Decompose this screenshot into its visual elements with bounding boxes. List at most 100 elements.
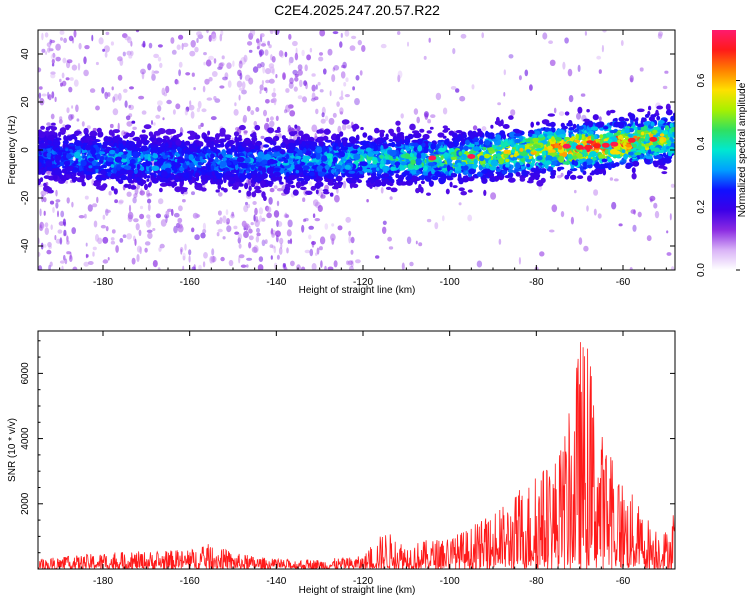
heatmap-cell bbox=[552, 169, 557, 174]
heatmap-cell bbox=[335, 171, 339, 175]
heatmap-cell bbox=[91, 34, 94, 42]
heatmap-cell bbox=[131, 130, 135, 137]
heatmap-cell bbox=[308, 234, 312, 240]
heatmap-cell bbox=[309, 47, 313, 53]
heatmap-cell bbox=[172, 109, 176, 115]
heatmap-cell bbox=[312, 213, 316, 218]
heatmap-cell bbox=[449, 181, 453, 188]
heatmap-cell bbox=[213, 139, 220, 144]
heatmap-cell bbox=[259, 90, 262, 94]
heatmap-cell bbox=[350, 178, 357, 184]
heatmap-cell bbox=[52, 174, 58, 180]
heatmap-cell bbox=[662, 130, 669, 135]
heatmap-cell bbox=[342, 61, 347, 69]
heatmap-cell bbox=[533, 173, 541, 179]
heatmap-cell bbox=[246, 203, 251, 209]
heatmap-cell bbox=[489, 165, 497, 171]
chart-title: C2E4.2025.247.20.57.R22 bbox=[274, 2, 440, 18]
heatmap-cell bbox=[243, 137, 251, 144]
heatmap-cell bbox=[134, 238, 137, 246]
heatmap-cell bbox=[400, 161, 407, 166]
heatmap-cell bbox=[325, 115, 329, 122]
heatmap-cell bbox=[246, 190, 252, 197]
heatmap-cell bbox=[623, 153, 628, 160]
heatmap-cell bbox=[296, 264, 301, 270]
heatmap-cell bbox=[566, 160, 570, 166]
heatmap-cell bbox=[154, 178, 158, 184]
heatmap-cell bbox=[111, 86, 114, 91]
heatmap-cell bbox=[238, 60, 243, 69]
heatmap-cell bbox=[182, 252, 186, 261]
heatmap-cell bbox=[181, 149, 185, 157]
heatmap-cell bbox=[344, 94, 350, 98]
heatmap-cell bbox=[188, 162, 196, 169]
heatmap-cell bbox=[203, 52, 207, 56]
heatmap-cell bbox=[46, 152, 52, 159]
heatmap-cell bbox=[587, 175, 593, 182]
heatmap-cell bbox=[262, 65, 266, 74]
heatmap-cell bbox=[39, 208, 42, 217]
heatmap-cell bbox=[141, 137, 145, 143]
heatmap-cell bbox=[255, 161, 261, 168]
heatmap-cell bbox=[149, 137, 155, 141]
heatmap-cell bbox=[169, 128, 177, 134]
heatmap-cell bbox=[297, 69, 303, 76]
heatmap-cell bbox=[238, 173, 247, 181]
heatmap-cell bbox=[68, 114, 73, 121]
heatmap-cell bbox=[366, 199, 369, 203]
heatmap-cell bbox=[450, 172, 454, 178]
heatmap-cell bbox=[105, 226, 109, 232]
heatmap-cell bbox=[135, 223, 140, 231]
heatmap-cell bbox=[397, 74, 401, 83]
heatmap-cell bbox=[208, 34, 212, 42]
heatmap-cell bbox=[248, 241, 252, 249]
heatmap-cell bbox=[603, 125, 609, 130]
heatmap-cell bbox=[416, 152, 422, 160]
heatmap-cell bbox=[208, 157, 214, 163]
heatmap-cell bbox=[112, 135, 121, 143]
heatmap-cell bbox=[117, 74, 123, 81]
heatmap-cell bbox=[574, 189, 577, 194]
heatmap-cell bbox=[46, 42, 52, 48]
heatmap-cell bbox=[648, 105, 652, 111]
heatmap-cell bbox=[288, 33, 292, 40]
heatmap-cell bbox=[217, 210, 222, 216]
heatmap-cell bbox=[497, 153, 501, 160]
heatmap-cell bbox=[258, 165, 263, 171]
heatmap-cell bbox=[639, 154, 644, 159]
heatmap-cell bbox=[57, 210, 59, 218]
heatmap-cell bbox=[292, 189, 299, 196]
heatmap-cell bbox=[260, 33, 265, 38]
heatmap-cell bbox=[61, 265, 64, 270]
heatmap-cell bbox=[218, 178, 224, 185]
heatmap-cell bbox=[554, 137, 563, 142]
heatmap-cell bbox=[413, 108, 419, 115]
heatmap-cell bbox=[311, 92, 316, 100]
heatmap-cell bbox=[174, 186, 182, 193]
heatmap-cell bbox=[271, 245, 276, 249]
heatmap-cell bbox=[63, 37, 67, 44]
heatmap-cell bbox=[157, 128, 166, 135]
heatmap-cell bbox=[241, 89, 247, 95]
heatmap-cell bbox=[558, 111, 565, 116]
heatmap-cell bbox=[215, 158, 219, 163]
heatmap-cell bbox=[568, 120, 573, 125]
heatmap-cell bbox=[564, 37, 569, 44]
heatmap-cell bbox=[539, 251, 545, 257]
heatmap-cell bbox=[84, 45, 90, 50]
heatmap-cell bbox=[246, 264, 249, 268]
heatmap-cell bbox=[349, 45, 356, 51]
heatmap-cell bbox=[230, 213, 235, 219]
heatmap-cell bbox=[118, 146, 126, 150]
heatmap-cell bbox=[94, 165, 99, 170]
heatmap-cell bbox=[586, 109, 590, 113]
heatmap-cell bbox=[611, 201, 617, 210]
heatmap-cell bbox=[294, 52, 299, 61]
heatmap-cell bbox=[351, 35, 357, 40]
heatmap-cell bbox=[269, 30, 274, 35]
heatmap-cell bbox=[221, 55, 225, 60]
heatmap-cell bbox=[323, 68, 327, 75]
heatmap-cell bbox=[180, 248, 183, 255]
heatmap-cell bbox=[415, 240, 418, 245]
heatmap-cell bbox=[303, 80, 307, 86]
